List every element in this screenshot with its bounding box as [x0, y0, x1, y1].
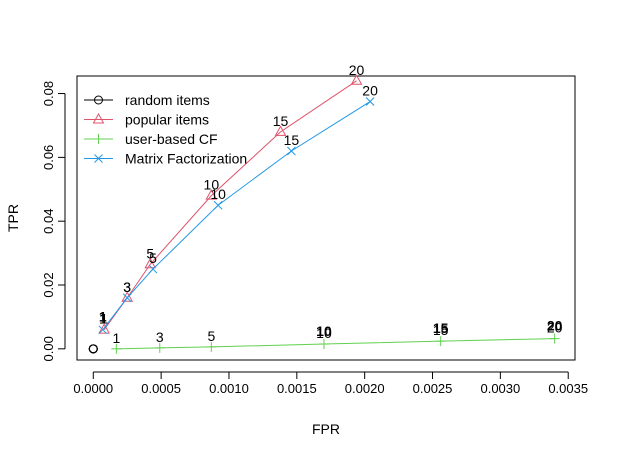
point-label: 1: [99, 311, 107, 327]
series-line: [116, 338, 555, 350]
data-point: [350, 74, 363, 85]
data-point: [122, 293, 132, 303]
legend-entry: popular items: [84, 112, 209, 128]
point-label: 15: [433, 322, 449, 338]
legend-entry: Matrix Factorization: [84, 151, 247, 167]
point-label: 1: [100, 311, 108, 327]
point-label: 3: [123, 279, 131, 295]
data-point: [549, 333, 560, 344]
x-axis: 0.0000 0.0005 0.0010 0.0015 0.0020 0.0025 0.00…: [73, 371, 588, 396]
point-label: 20: [349, 62, 365, 78]
legend-marker: [92, 112, 105, 124]
y-tick-label: 0.04: [41, 209, 56, 234]
legend-label: Matrix Factorization: [125, 151, 247, 167]
point-label: 5: [207, 328, 215, 344]
legend-label: user-based CF: [125, 131, 218, 147]
data-point: [435, 336, 446, 347]
legend-marker: [94, 154, 103, 163]
point-label: 20: [362, 83, 378, 99]
x-tick-label: 0.0005: [141, 381, 181, 396]
point-label: 20: [547, 320, 563, 336]
x-tick-label: 0.0015: [277, 381, 317, 396]
x-tick-label: 0.0000: [73, 381, 113, 396]
point-label-bold: 10: [316, 323, 332, 339]
point-label: 10: [210, 186, 226, 202]
legend-marker: [94, 95, 103, 105]
x-tick-label: 0.0025: [413, 381, 453, 396]
point-label-bold: 15: [433, 320, 449, 336]
data-point: [205, 189, 218, 200]
x-tick-label: 0.0035: [548, 381, 588, 396]
point-label: 10: [316, 325, 332, 341]
point-label-bold: 1: [99, 309, 107, 325]
y-axis-title: TPR: [5, 204, 21, 232]
legend-marker: [93, 134, 104, 144]
data-point: [121, 291, 134, 302]
plot-area: [76, 75, 576, 361]
point-label: 3: [156, 329, 164, 345]
point-label: 1: [112, 330, 120, 346]
x-tick-label: 0.0010: [209, 381, 249, 396]
plot-frame: [76, 75, 576, 361]
point-label: 5: [146, 245, 154, 261]
y-tick-label: 0.00: [41, 336, 56, 361]
legend-label: popular items: [125, 112, 209, 128]
data-point: [148, 264, 158, 274]
y-tick-label: 0.08: [41, 81, 56, 106]
data-point: [318, 339, 329, 350]
data-point: [111, 343, 122, 354]
point-label: 3: [123, 279, 131, 295]
data-point: [88, 344, 98, 354]
data-point: [98, 325, 108, 335]
x-tick-label: 0.0030: [480, 381, 520, 396]
y-tick-label: 0.06: [41, 145, 56, 170]
point-label: 15: [284, 132, 300, 148]
data-point: [206, 341, 217, 352]
x-tick-label: 0.0020: [345, 381, 385, 396]
series-layer: [88, 74, 560, 354]
x-axis-title: FPR: [312, 421, 340, 437]
data-point: [365, 97, 375, 106]
data-point: [154, 342, 165, 353]
legend-entry: user-based CF: [84, 131, 218, 147]
legend-entry: random items: [84, 92, 210, 108]
y-tick-label: 0.02: [41, 272, 56, 297]
point-label: 15: [273, 113, 289, 129]
point-label: 5: [149, 250, 157, 266]
data-point: [213, 200, 223, 210]
point-label-bold: 20: [547, 318, 563, 334]
legend: random items popular items user-based CF Ma…: [84, 92, 247, 167]
legend-label: random items: [125, 92, 210, 108]
data-point: [144, 257, 157, 269]
data-point: [274, 125, 287, 136]
point-label: 10: [204, 177, 220, 193]
series-line: [102, 101, 371, 330]
y-axis: 0.00 0.02 0.04 0.06 0.08: [41, 81, 66, 361]
data-point: [287, 146, 296, 156]
